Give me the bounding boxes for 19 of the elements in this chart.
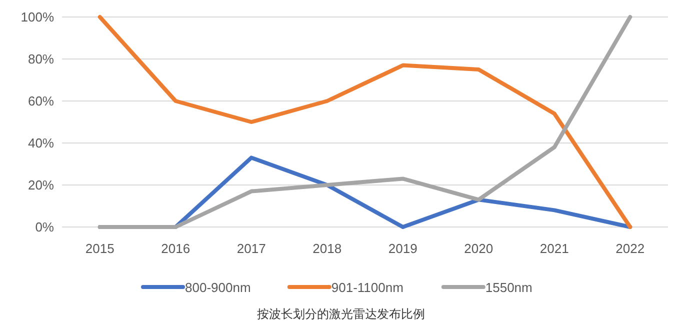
legend-label: 800-900nm xyxy=(185,280,251,295)
x-tick-label: 2015 xyxy=(85,241,114,256)
x-tick-label: 2019 xyxy=(388,241,418,256)
y-tick-label: 60% xyxy=(28,94,54,108)
text: 按波长划分的激光雷达发布比例 xyxy=(257,307,425,321)
x-tick-label: 2016 xyxy=(161,241,190,256)
y-tick-label: 20% xyxy=(28,178,54,192)
x-tick-label: 2020 xyxy=(464,241,494,256)
y-tick-label: 100% xyxy=(20,10,54,24)
y-tick-label: 0% xyxy=(35,220,54,234)
x-tick-label: 2021 xyxy=(540,241,569,256)
y-tick-label: 80% xyxy=(28,52,54,66)
y-tick-label: 40% xyxy=(28,136,54,150)
legend-label: 1550nm xyxy=(485,280,532,295)
x-tick-label: 2022 xyxy=(616,241,645,256)
legend-label: 901-1100nm xyxy=(331,280,404,295)
x-tick-label: 2018 xyxy=(312,241,342,256)
line-series xyxy=(98,15,632,229)
x-tick-label: 2017 xyxy=(236,241,266,256)
